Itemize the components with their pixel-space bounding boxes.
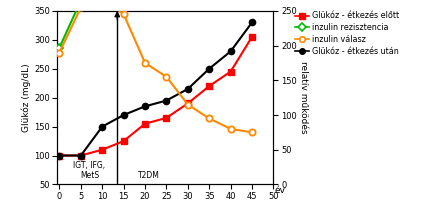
Legend: Glükóz - étkezés előtt, inzulin rezisztencia, inzulin válasz, Glükóz - étkezés u: Glükóz - étkezés előtt, inzulin reziszte…: [295, 12, 400, 56]
Y-axis label: Glükóz (mg/dL): Glükóz (mg/dL): [22, 63, 31, 132]
Text: év: év: [274, 186, 285, 195]
Text: T2DM: T2DM: [138, 171, 160, 180]
Text: IGT, IFG,
MetS: IGT, IFG, MetS: [73, 161, 105, 180]
Y-axis label: relatív működés: relatív működés: [299, 61, 308, 134]
